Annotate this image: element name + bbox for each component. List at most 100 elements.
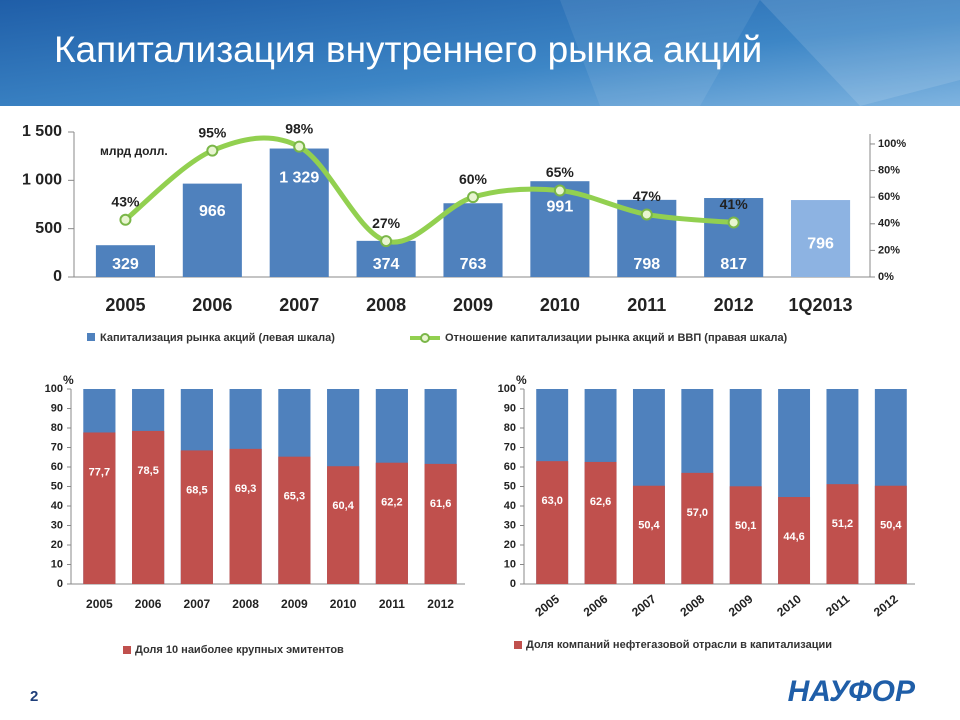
- x-tick-label: 2006: [135, 597, 162, 611]
- legend-label: Доля 10 наиболее крупных эмитентов: [135, 644, 344, 656]
- y-tick-label: 0: [510, 578, 516, 590]
- bar: [182, 183, 242, 277]
- bar: [375, 462, 408, 584]
- bar-value-label: 62,2: [381, 497, 402, 509]
- x-tick-label: 2011: [379, 597, 405, 611]
- bar: [83, 432, 116, 584]
- y-tick-label: 0: [53, 268, 62, 285]
- bar-value-label: 50,4: [638, 520, 660, 532]
- y-tick-label: 70: [504, 441, 516, 453]
- bar: [269, 148, 329, 277]
- bar-value-label: 44,6: [783, 531, 804, 543]
- header-band: [0, 0, 960, 106]
- header-decor: [560, 0, 760, 106]
- x-tick-label: 2008: [366, 295, 406, 315]
- bar: [424, 463, 457, 584]
- y-tick-label: 50: [51, 480, 63, 492]
- bar-value-label: 798: [633, 256, 660, 273]
- bar-value-label: 1 329: [279, 170, 319, 187]
- bar: [681, 472, 714, 584]
- x-tick-label: 2007: [184, 597, 211, 611]
- y-tick-label: 90: [504, 402, 516, 414]
- line-value-label: 27%: [372, 215, 401, 231]
- x-tick-label: 2012: [714, 295, 754, 315]
- bar-value-label: 50,4: [880, 520, 902, 532]
- unit-label: %: [63, 373, 74, 387]
- bar-value-label: 991: [547, 198, 574, 215]
- x-tick-label: 2009: [453, 295, 493, 315]
- bar: [632, 485, 665, 584]
- line-marker: [380, 235, 393, 248]
- bar: [132, 430, 165, 584]
- y-tick-label: 60: [51, 461, 63, 473]
- y-tick-label: 80: [504, 422, 516, 434]
- legend-swatch: [123, 646, 131, 654]
- bar-value-label: 69,3: [235, 483, 256, 495]
- y2-tick-label: 20%: [878, 244, 900, 256]
- bar-value-label: 68,5: [186, 484, 207, 496]
- bar: [95, 245, 155, 277]
- bar-value-label: 78,5: [137, 465, 158, 477]
- bar: [778, 497, 811, 584]
- y-tick-label: 60: [504, 461, 516, 473]
- bar-value-label: 374: [373, 256, 400, 273]
- x-tick-label: 2005: [105, 295, 145, 315]
- line-value-label: 95%: [198, 124, 227, 140]
- y-tick-label: 80: [51, 422, 63, 434]
- x-tick-label: 2010: [540, 295, 580, 315]
- bar-value-label: 966: [199, 203, 226, 220]
- bar: [704, 198, 764, 277]
- bar-value-label: 51,2: [832, 518, 853, 530]
- x-tick-label: 2006: [192, 295, 232, 315]
- bar: [826, 484, 859, 584]
- y2-tick-label: 60%: [878, 191, 900, 203]
- legend-label: Капитализация рынка акций (левая шкала): [100, 332, 335, 344]
- line-marker: [293, 140, 306, 153]
- y2-tick-label: 100%: [878, 138, 906, 150]
- y2-tick-label: 80%: [878, 164, 900, 176]
- y-tick-label: 30: [51, 519, 63, 531]
- line-marker: [553, 184, 566, 197]
- bar-value-label: 50,1: [735, 520, 756, 532]
- y-tick-label: 20: [51, 539, 63, 551]
- bar: [180, 450, 213, 584]
- y-tick-label: 500: [35, 220, 62, 237]
- y-tick-label: 10: [504, 558, 516, 570]
- line-value-label: 60%: [459, 171, 488, 187]
- bar: [229, 448, 262, 584]
- legend-swatch: [87, 333, 95, 341]
- x-tick-label: 1Q2013: [789, 295, 853, 315]
- bar-value-label: 61,6: [430, 498, 451, 510]
- header-decor: [760, 0, 960, 106]
- slide-title: Капитализация внутреннего рынка акций: [54, 29, 762, 70]
- y2-tick-label: 0%: [878, 271, 894, 283]
- y-tick-label: 20: [504, 539, 516, 551]
- legend-swatch: [514, 641, 522, 649]
- bar-value-label: 60,4: [332, 500, 354, 512]
- y-tick-label: 100: [498, 383, 516, 395]
- line-marker: [467, 191, 479, 204]
- legend-label: Доля компаний нефтегазовой отрасли в кап…: [526, 639, 832, 651]
- line-marker: [640, 208, 653, 221]
- bar: [536, 461, 569, 584]
- bar-value-label: 796: [807, 235, 834, 252]
- bar: [874, 485, 907, 584]
- bar: [443, 203, 503, 277]
- bar-value-label: 62,6: [590, 496, 611, 508]
- bar: [530, 181, 590, 277]
- bar: [729, 486, 762, 584]
- y-tick-label: 50: [504, 480, 516, 492]
- x-tick-label: 2005: [86, 597, 113, 611]
- y-tick-label: 100: [45, 383, 63, 395]
- y-tick-label: 30: [504, 519, 516, 531]
- bar-value-label: 329: [112, 256, 139, 273]
- bar: [584, 461, 617, 584]
- line-marker: [119, 213, 132, 226]
- legend-label: Отношение капитализации рынка акций и ВВ…: [445, 332, 788, 344]
- bar: [327, 466, 360, 584]
- bar: [278, 456, 311, 584]
- y-tick-label: 70: [51, 441, 63, 453]
